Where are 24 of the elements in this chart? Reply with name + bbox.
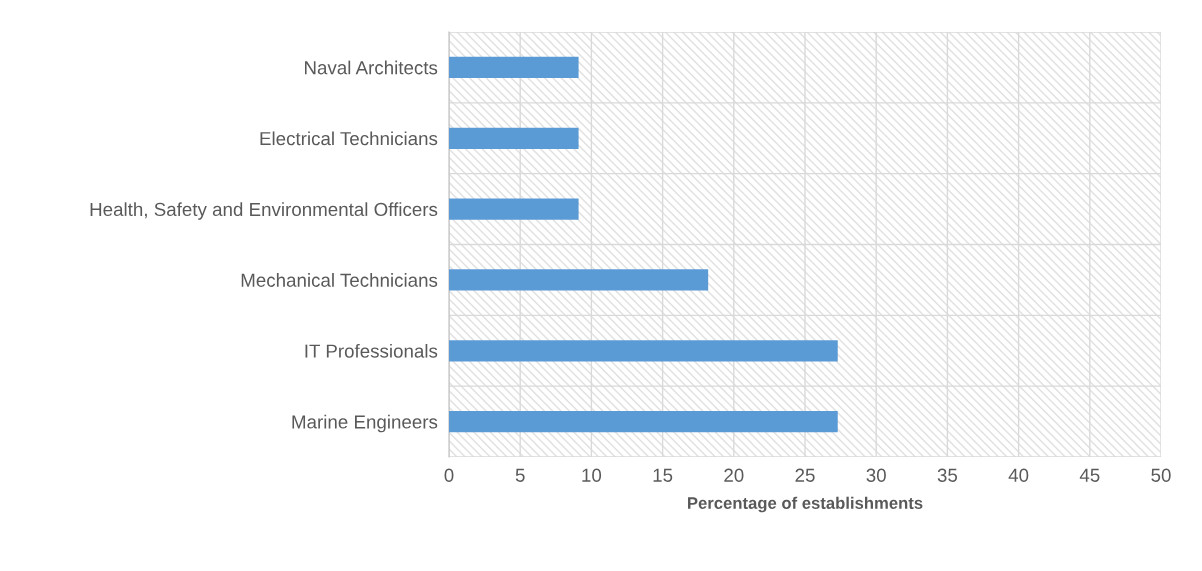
x-tick-label: 35	[937, 468, 958, 482]
bar	[449, 56, 579, 79]
bar	[449, 410, 838, 433]
bar	[449, 198, 579, 220]
bar	[449, 340, 838, 362]
y-tick-label: Marine Engineers	[292, 414, 438, 433]
x-axis-title: Percentage of establishments	[688, 496, 923, 513]
bar	[449, 269, 709, 291]
x-tick-label: 25	[795, 468, 815, 482]
x-tick-label: 50	[1151, 468, 1171, 482]
x-tick-label: 0	[444, 468, 454, 482]
x-tick-label: 10	[582, 468, 602, 482]
y-tick-label: IT Professionals	[305, 343, 438, 358]
bar	[449, 127, 579, 149]
y-tick-label: Naval Architects	[305, 60, 438, 75]
y-tick-label: Health, Safety and Environmental Officers	[90, 202, 438, 220]
y-tick-label: Mechanical Technicians	[241, 273, 438, 287]
x-tick-label: 30	[866, 468, 886, 482]
x-tick-label: 5	[515, 468, 525, 482]
x-tick-label: 45	[1079, 468, 1100, 482]
x-tick-label: 15	[653, 468, 673, 482]
y-tick-label: Electrical Technicians	[260, 131, 438, 146]
x-tick-label: 40	[1008, 468, 1029, 482]
x-tick-label: 20	[724, 468, 744, 482]
